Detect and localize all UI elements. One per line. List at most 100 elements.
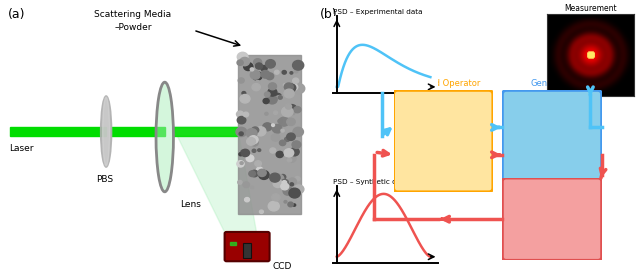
Text: G: G <box>540 127 564 156</box>
Circle shape <box>259 170 269 179</box>
Circle shape <box>280 175 285 179</box>
Circle shape <box>238 78 244 83</box>
Circle shape <box>294 107 301 113</box>
Circle shape <box>287 158 292 162</box>
Circle shape <box>290 148 299 156</box>
Circle shape <box>285 150 293 157</box>
Circle shape <box>282 70 286 74</box>
Circle shape <box>252 149 256 152</box>
Circle shape <box>294 185 304 193</box>
Circle shape <box>240 57 250 66</box>
Circle shape <box>287 155 296 162</box>
Circle shape <box>279 117 289 126</box>
Circle shape <box>292 141 301 149</box>
Circle shape <box>274 111 278 114</box>
Circle shape <box>255 127 266 136</box>
Circle shape <box>276 151 284 158</box>
Circle shape <box>251 186 253 189</box>
FancyArrowPatch shape <box>492 125 499 130</box>
Circle shape <box>268 88 277 96</box>
Circle shape <box>260 65 267 71</box>
Circle shape <box>250 70 260 79</box>
Circle shape <box>252 84 260 91</box>
Text: Scattering Media: Scattering Media <box>95 10 172 19</box>
Circle shape <box>244 62 253 70</box>
Circle shape <box>273 174 284 184</box>
FancyArrowPatch shape <box>384 129 390 135</box>
Circle shape <box>246 138 255 145</box>
Circle shape <box>275 96 285 105</box>
Circle shape <box>268 95 277 104</box>
Circle shape <box>243 112 248 117</box>
Circle shape <box>265 112 268 115</box>
Circle shape <box>292 61 304 70</box>
FancyBboxPatch shape <box>225 232 269 261</box>
Circle shape <box>246 155 254 162</box>
Ellipse shape <box>102 97 109 166</box>
Polygon shape <box>173 127 257 233</box>
Text: CCD: CCD <box>273 262 292 271</box>
FancyBboxPatch shape <box>394 90 493 192</box>
Circle shape <box>282 181 287 184</box>
Circle shape <box>274 93 282 100</box>
Circle shape <box>294 70 298 73</box>
Circle shape <box>255 81 260 84</box>
FancyBboxPatch shape <box>502 178 602 260</box>
Circle shape <box>261 70 270 78</box>
Circle shape <box>285 137 290 141</box>
Circle shape <box>284 201 287 203</box>
Circle shape <box>241 149 250 156</box>
Circle shape <box>285 104 292 109</box>
Circle shape <box>240 162 243 164</box>
Circle shape <box>278 119 282 123</box>
Circle shape <box>284 89 294 98</box>
Circle shape <box>272 194 280 201</box>
Circle shape <box>251 170 258 177</box>
Circle shape <box>237 52 248 61</box>
Circle shape <box>295 176 300 181</box>
Circle shape <box>287 118 295 125</box>
Circle shape <box>243 182 250 187</box>
Circle shape <box>284 84 287 87</box>
Text: Estimator: Estimator <box>532 166 572 175</box>
Circle shape <box>264 92 270 97</box>
Circle shape <box>239 132 243 136</box>
Text: Laser: Laser <box>10 144 34 153</box>
FancyArrowPatch shape <box>588 87 593 95</box>
Circle shape <box>284 150 292 156</box>
Circle shape <box>259 210 264 213</box>
Circle shape <box>255 161 261 166</box>
Circle shape <box>257 167 263 173</box>
FancyArrowPatch shape <box>600 168 606 178</box>
Circle shape <box>241 93 246 97</box>
Circle shape <box>252 127 259 133</box>
Circle shape <box>264 173 268 176</box>
Polygon shape <box>173 127 237 136</box>
Circle shape <box>266 60 275 68</box>
Circle shape <box>287 105 297 113</box>
Circle shape <box>253 59 262 66</box>
Ellipse shape <box>156 82 173 192</box>
Circle shape <box>284 149 294 157</box>
Circle shape <box>271 134 280 141</box>
Circle shape <box>271 124 275 126</box>
Text: Lens: Lens <box>180 200 202 209</box>
Circle shape <box>244 198 250 202</box>
FancyArrowPatch shape <box>377 150 388 156</box>
Circle shape <box>281 179 289 186</box>
Circle shape <box>249 66 253 69</box>
Bar <box>237 55 301 214</box>
Circle shape <box>263 123 272 131</box>
Circle shape <box>268 201 279 211</box>
Circle shape <box>269 173 280 182</box>
Circle shape <box>266 73 274 80</box>
Circle shape <box>252 72 262 80</box>
Circle shape <box>284 83 293 91</box>
Circle shape <box>273 179 282 187</box>
Polygon shape <box>10 127 106 136</box>
FancyArrowPatch shape <box>492 152 499 158</box>
Circle shape <box>241 150 244 153</box>
Circle shape <box>288 202 293 207</box>
Polygon shape <box>111 127 164 136</box>
Circle shape <box>275 181 280 186</box>
